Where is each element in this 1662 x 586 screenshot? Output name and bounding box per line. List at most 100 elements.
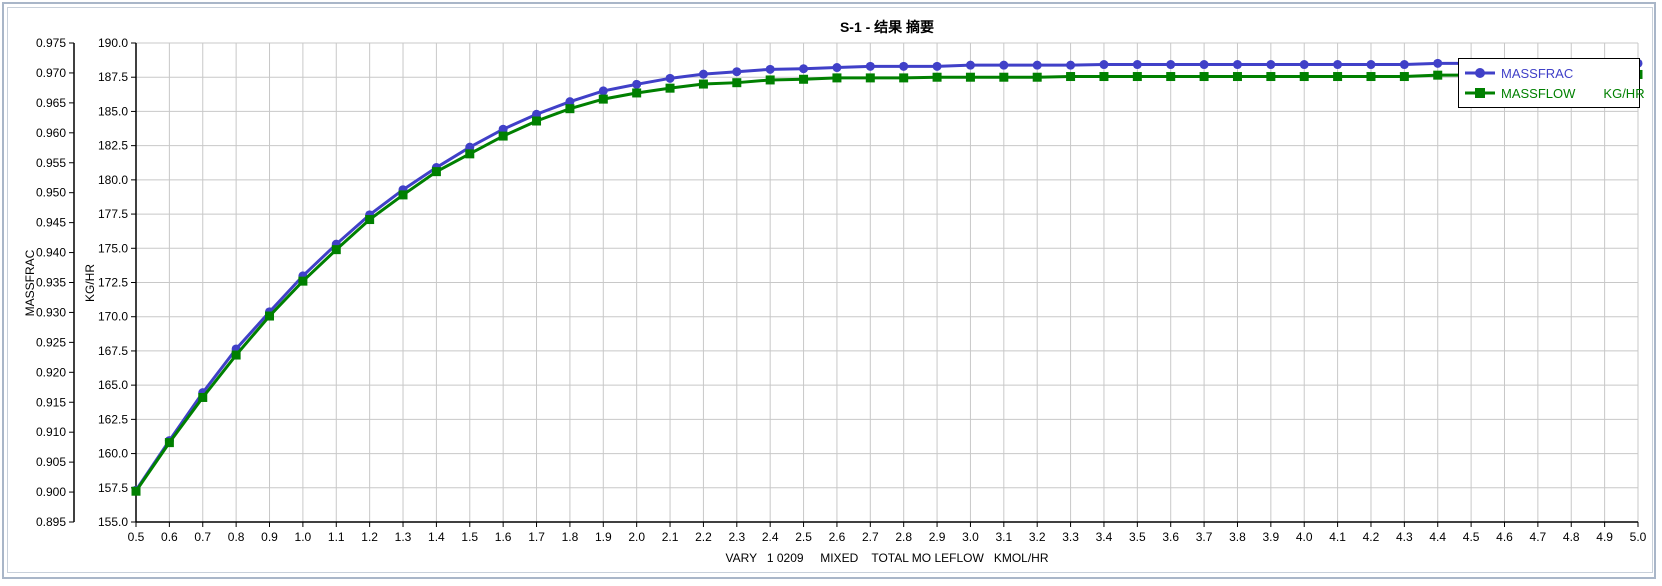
data-point-massfrac [865, 61, 875, 71]
x-tick-label: 1.7 [528, 530, 545, 544]
x-tick-label: 4.6 [1496, 530, 1513, 544]
x-tick-label: 0.5 [128, 530, 145, 544]
series-line-massfrac [134, 61, 1638, 492]
data-point-massfrac [598, 86, 608, 96]
x-tick-label: 2.7 [862, 530, 879, 544]
y-left-tick-label: 0.945 [36, 216, 66, 230]
x-tick-label: 4.1 [1329, 530, 1346, 544]
y-right-tick-label: 170.0 [98, 310, 128, 324]
x-tick-label: 3.6 [1162, 530, 1179, 544]
x-tick-label: 3.2 [1029, 530, 1046, 544]
data-point-massfrac [1199, 60, 1209, 70]
data-point-massflow [1333, 72, 1343, 82]
data-point-massflow [732, 78, 742, 88]
data-point-massfrac [1266, 60, 1276, 70]
y-left-tick-label: 0.965 [36, 96, 66, 110]
data-point-massfrac [1066, 60, 1076, 70]
data-point-massfrac [1132, 60, 1142, 70]
x-tick-label: 3.9 [1263, 530, 1280, 544]
data-point-massflow [1433, 70, 1443, 80]
x-tick-label: 2.3 [728, 530, 745, 544]
data-point-massflow [999, 72, 1009, 82]
y-right-tick-label: 180.0 [98, 173, 128, 187]
x-tick-label: 2.1 [662, 530, 679, 544]
data-point-massflow [265, 311, 275, 321]
x-tick-label: 3.5 [1129, 530, 1146, 544]
data-point-massflow [1232, 72, 1242, 82]
legend-item-massfrac: MASSFRAC [1465, 64, 1573, 82]
x-tick-label: 4.7 [1530, 530, 1547, 544]
data-point-massfrac [1032, 60, 1042, 70]
x-tick-label: 4.4 [1429, 530, 1446, 544]
y-left-tick-label: 0.975 [36, 36, 66, 50]
x-tick-label: 1.3 [395, 530, 412, 544]
data-point-massfrac [632, 79, 642, 89]
data-point-massflow [632, 88, 642, 98]
data-point-massflow [131, 486, 141, 496]
x-tick-label: 1.4 [428, 530, 445, 544]
x-axis-label: VARY 1 0209 MIXED TOTAL MO LEFLOW KMOL/H… [726, 551, 1049, 565]
data-point-massflow [1066, 72, 1076, 82]
y-left-tick-label: 0.935 [36, 276, 66, 290]
y-right-tick-label: 160.0 [98, 447, 128, 461]
data-point-massflow [832, 73, 842, 83]
x-tick-label: 1.9 [595, 530, 612, 544]
chart-title: S-1 - 结果 摘要 [840, 19, 934, 35]
series-line-massflow [134, 72, 1639, 493]
axes: 0.5 0.6 0.7 0.8 0.9 1.0 1.1 1.2 1.3 1.4 1.5 1.6 1.7 1… [36, 36, 1647, 544]
y-left-tick-label: 0.950 [36, 186, 66, 200]
x-tick-label: 1.8 [562, 530, 579, 544]
data-point-massfrac [1366, 60, 1376, 70]
data-point-massfrac [1166, 60, 1176, 70]
data-point-massflow [231, 350, 241, 360]
grid [136, 42, 1639, 523]
y-right-tick-label: 165.0 [98, 378, 128, 392]
data-point-massflow [965, 72, 975, 82]
data-point-massfrac [1433, 58, 1443, 68]
data-point-massfrac [565, 97, 575, 107]
x-tick-label: 1.2 [361, 530, 378, 544]
y-right-tick-label: 155.0 [98, 515, 128, 529]
y-left-tick-label: 0.895 [36, 515, 66, 529]
data-point-massfrac [532, 109, 542, 119]
y-axis-left-label: MASSFRAC [23, 249, 37, 316]
x-tick-label: 4.9 [1596, 530, 1613, 544]
data-point-massfrac [999, 60, 1009, 70]
circle-marker-icon [1465, 68, 1495, 78]
data-point-massflow [1399, 72, 1409, 82]
data-point-massflow [899, 73, 909, 83]
data-point-massflow [698, 79, 708, 89]
y-left-tick-label: 0.940 [36, 246, 66, 260]
x-tick-label: 0.8 [228, 530, 245, 544]
data-point-massflow [331, 245, 341, 255]
y-left-tick-label: 0.900 [36, 485, 66, 499]
data-point-massflow [1199, 72, 1209, 82]
x-tick-label: 1.6 [495, 530, 512, 544]
data-point-massfrac [1232, 60, 1242, 70]
data-point-massflow [1266, 72, 1276, 82]
data-point-massflow [164, 438, 174, 448]
data-point-massfrac [698, 69, 708, 79]
data-point-massfrac [965, 60, 975, 70]
x-tick-label: 2.6 [829, 530, 846, 544]
data-point-massflow [565, 104, 575, 114]
x-tick-label: 2.4 [762, 530, 779, 544]
x-tick-label: 1.0 [295, 530, 312, 544]
square-marker-icon [1465, 88, 1495, 98]
legend-item-massflow: MASSFLOW KG/HR [1465, 84, 1645, 102]
data-point-massflow [431, 167, 441, 177]
x-tick-label: 0.6 [161, 530, 178, 544]
y-axis-right-label: KG/HR [83, 264, 97, 302]
data-point-massfrac [765, 64, 775, 74]
data-point-massflow [1299, 72, 1309, 82]
data-point-massfrac [932, 61, 942, 71]
data-point-massfrac [1299, 60, 1309, 70]
data-point-massfrac [832, 63, 842, 73]
x-tick-label: 1.5 [461, 530, 478, 544]
x-tick-label: 3.3 [1062, 530, 1079, 544]
data-point-massflow [298, 276, 308, 286]
x-tick-label: 4.8 [1563, 530, 1580, 544]
y-left-tick-label: 0.905 [36, 455, 66, 469]
data-point-massflow [799, 74, 809, 84]
